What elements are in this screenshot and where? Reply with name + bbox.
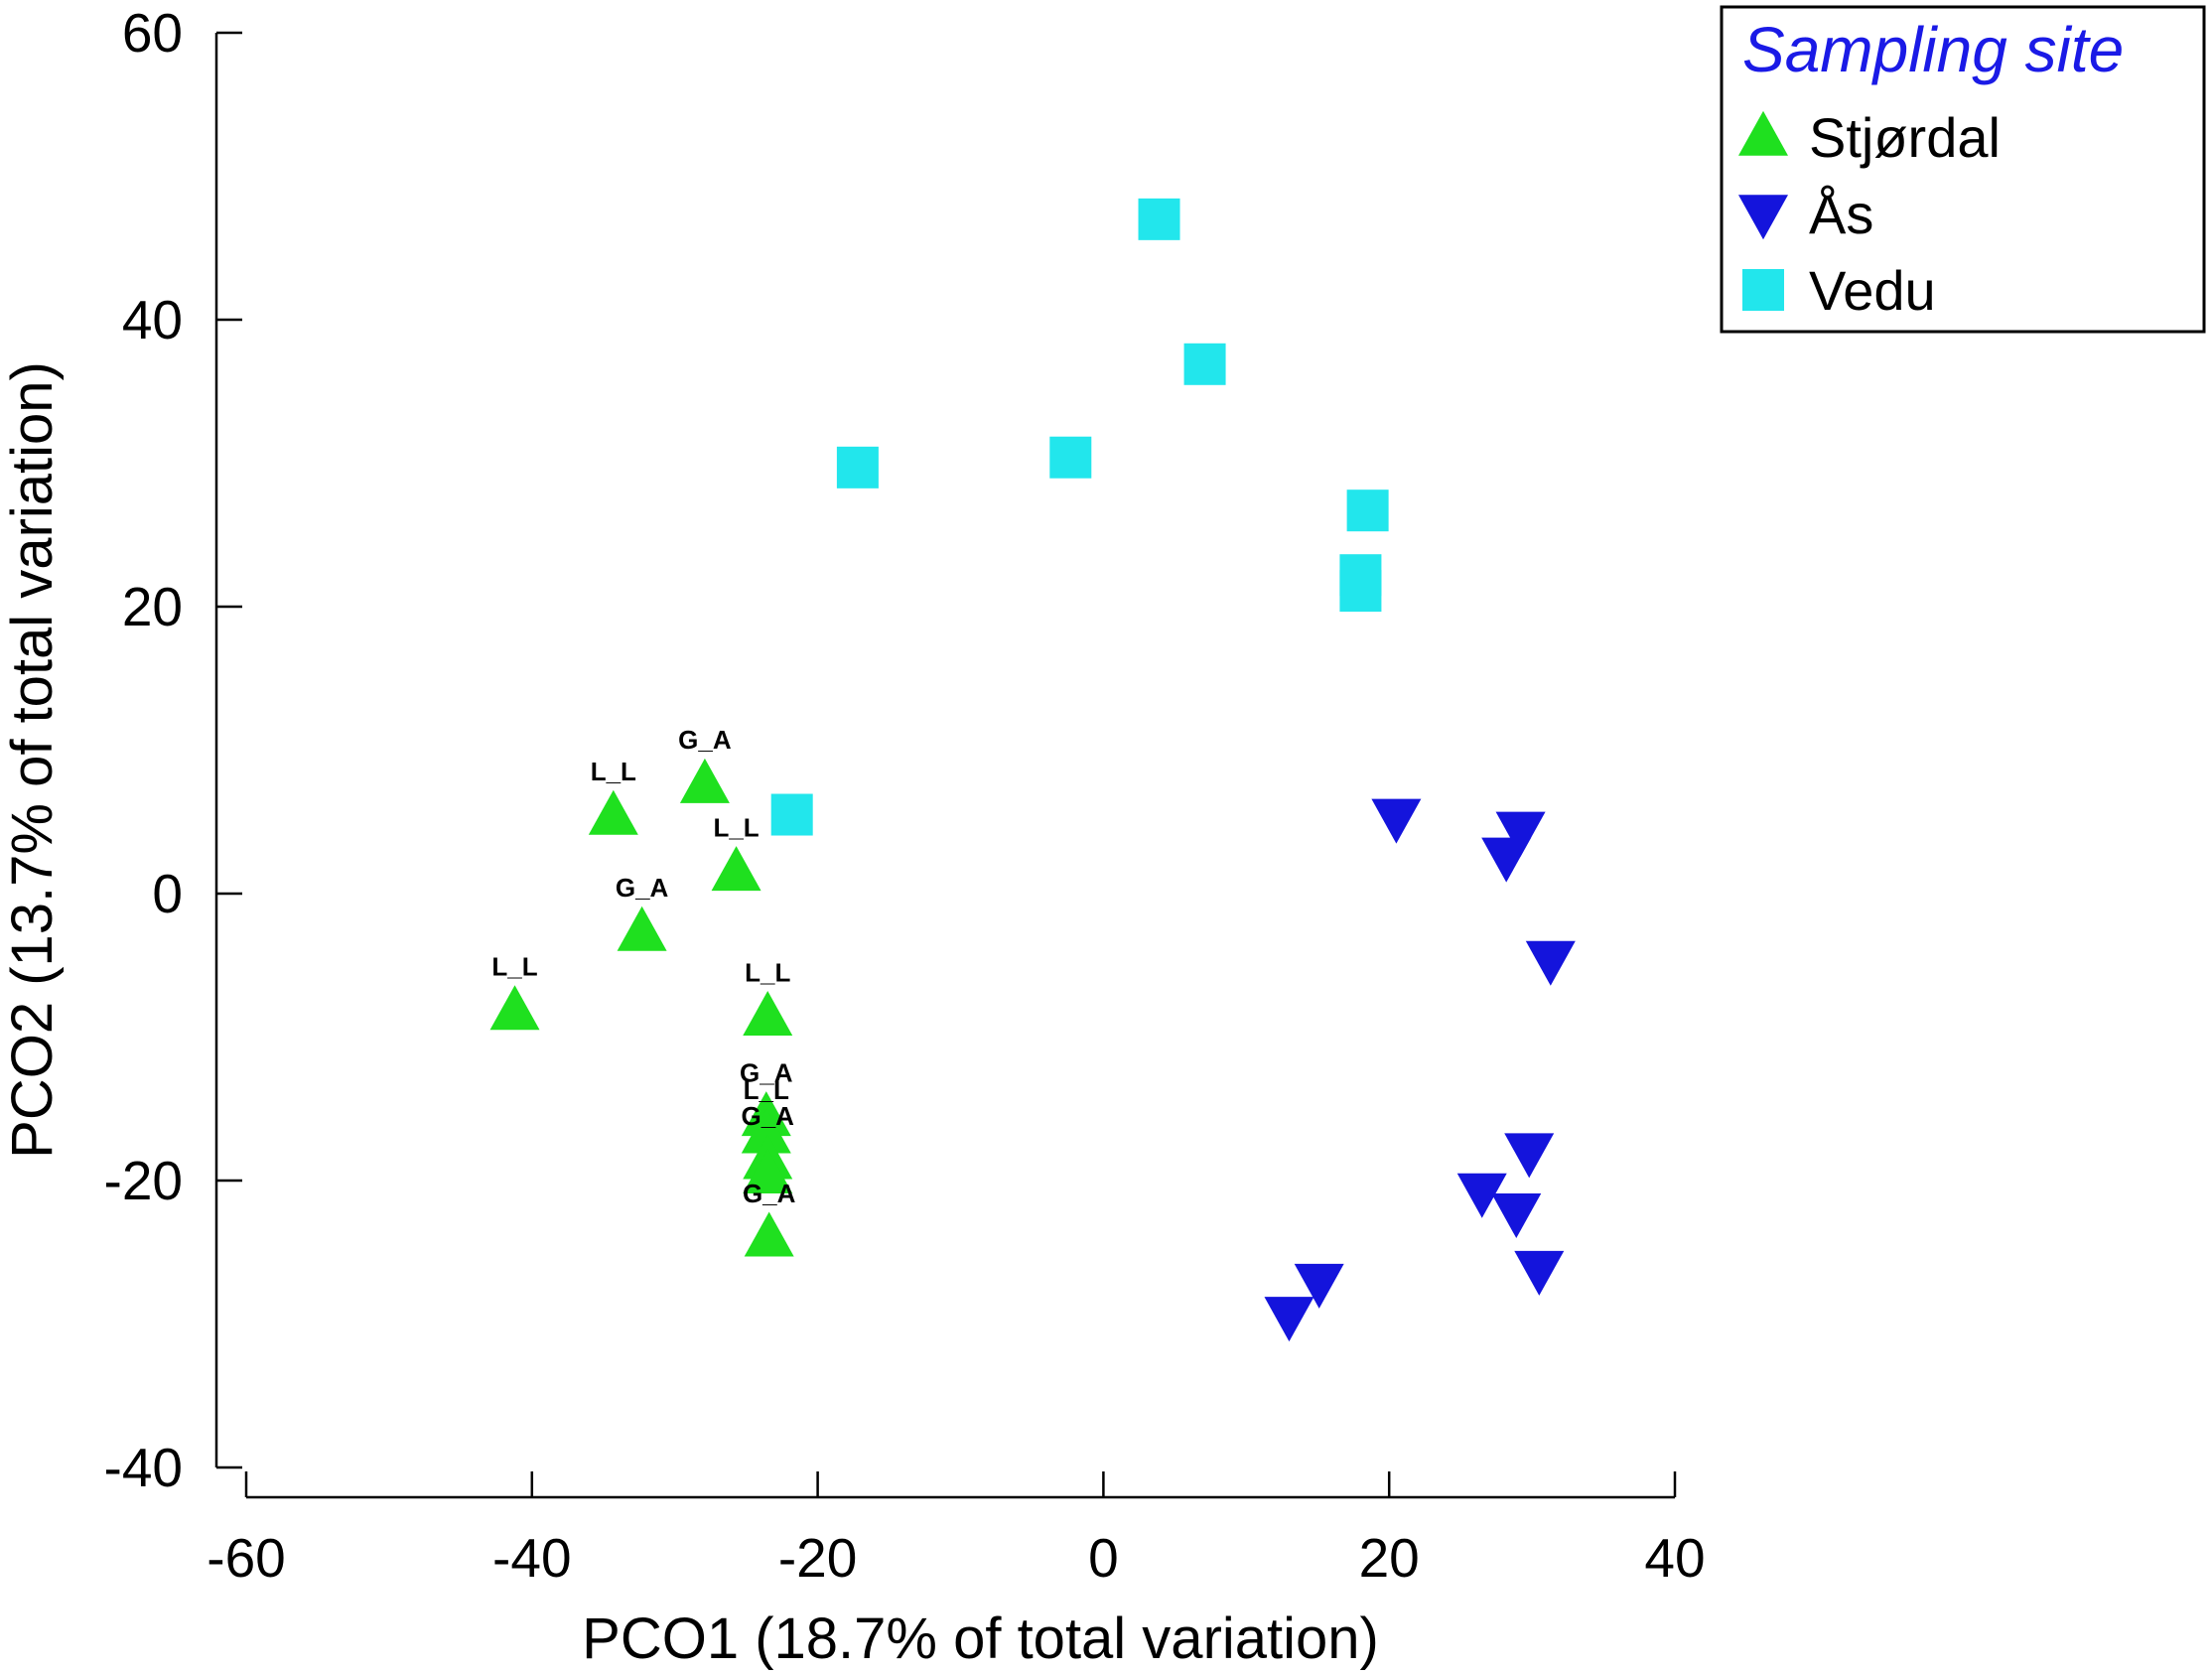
y-tick-label: 40 <box>122 289 183 350</box>
point-as <box>1456 1173 1507 1218</box>
x-tick-label: 20 <box>1359 1527 1420 1589</box>
legend-items: Stjørdal Ås Vedu <box>1738 106 2001 322</box>
x-tick-label: 0 <box>1088 1527 1119 1589</box>
point-label: G_A <box>743 1179 796 1208</box>
point-as <box>1504 1133 1555 1179</box>
y-tick-label: -20 <box>104 1150 184 1211</box>
point-vedu <box>836 446 879 488</box>
point-vedu <box>1049 436 1092 479</box>
point-label: G_A <box>742 1101 795 1131</box>
point-stjordal <box>744 1211 794 1257</box>
point-as <box>1514 1250 1565 1296</box>
point-vedu <box>1346 489 1389 532</box>
legend-label-vedu: Vedu <box>1809 259 1936 322</box>
point-label: L_L <box>744 1075 789 1105</box>
point-label: L_L <box>745 957 790 987</box>
point-label: L_L <box>591 757 636 786</box>
point-as <box>1491 1193 1542 1239</box>
y-tick-label: 60 <box>122 2 183 64</box>
point-stjordal <box>679 758 730 803</box>
legend-title: Sampling site <box>1742 14 2124 85</box>
axes: -60 -40 -20 0 20 40 -40 -20 0 20 40 60 <box>104 2 1706 1589</box>
point-stjordal <box>489 985 540 1031</box>
point-label: G_A <box>740 1057 793 1087</box>
point-label: L_L <box>491 951 537 981</box>
x-tick-label: -20 <box>778 1527 858 1589</box>
point-label: G_A <box>678 725 732 755</box>
legend-marker-stjordal <box>1738 110 1788 156</box>
legend: Sampling site Stjørdal Ås Vedu <box>1720 5 2206 334</box>
point-stjordal <box>741 1108 791 1154</box>
point-as <box>1525 940 1576 986</box>
point-vedu <box>770 793 813 836</box>
x-tick-label: -40 <box>492 1527 572 1589</box>
y-tick-label: 0 <box>152 863 183 924</box>
point-stjordal <box>743 1148 793 1193</box>
data-points: L_LL_LG_AG_AL_LL_LG_AL_LG_AG_A <box>489 198 1576 1342</box>
y-tick-label: 20 <box>122 576 183 637</box>
x-axis-title: PCO1 (18.7% of total variation) <box>582 1606 1379 1671</box>
point-label: L_L <box>713 812 759 842</box>
legend-box <box>1720 5 2206 334</box>
legend-label-as: Ås <box>1809 183 1873 245</box>
legend-marker-as <box>1738 195 1788 240</box>
x-tick-label: 40 <box>1644 1527 1705 1589</box>
point-label: G_A <box>616 873 669 903</box>
point-stjordal <box>588 789 638 835</box>
y-tick-label: -40 <box>104 1437 184 1498</box>
point-as <box>1294 1263 1344 1309</box>
point-vedu <box>1183 343 1226 385</box>
point-as <box>1371 798 1422 844</box>
point-as <box>1264 1297 1314 1342</box>
x-tick-label: -60 <box>207 1527 286 1589</box>
point-vedu <box>1339 570 1382 613</box>
point-stjordal <box>743 991 793 1037</box>
point-stjordal <box>711 846 761 892</box>
point-stjordal <box>617 906 667 951</box>
legend-label-stjordal: Stjørdal <box>1809 106 2001 169</box>
legend-marker-vedu <box>1742 269 1784 311</box>
point-as <box>1495 811 1546 857</box>
y-axis-title: PCO2 (13.7% of total variation) <box>0 361 65 1159</box>
point-as <box>1481 837 1532 883</box>
point-vedu <box>1138 198 1180 240</box>
